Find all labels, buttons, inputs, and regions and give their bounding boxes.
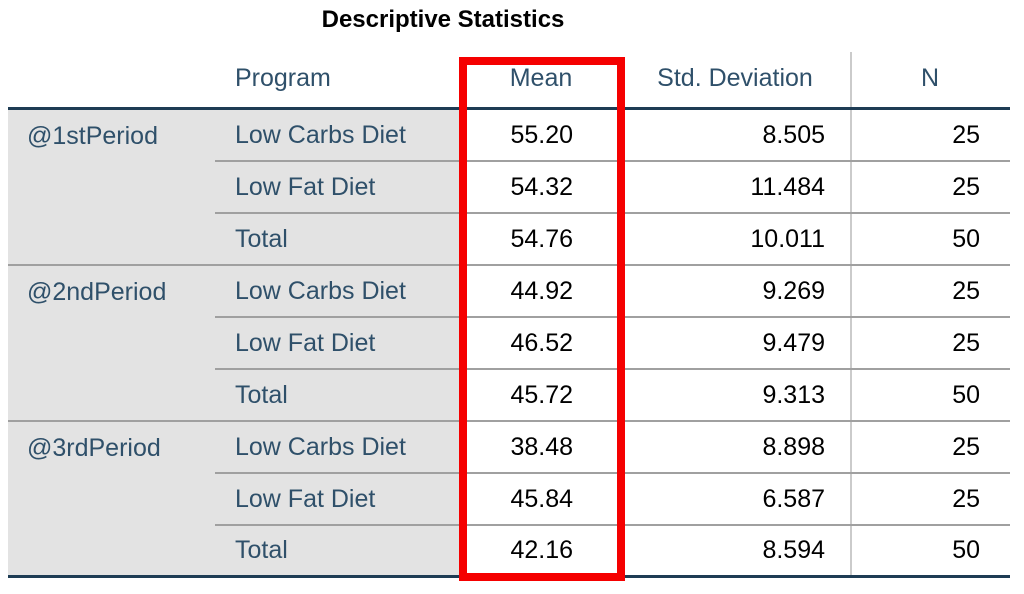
cell-n: 25: [850, 474, 1010, 526]
cell-mean: 46.52: [462, 318, 620, 370]
cell-std-deviation: 9.313: [620, 370, 850, 422]
cell-mean: 45.84: [462, 474, 620, 526]
cell-std-deviation: 9.479: [620, 318, 850, 370]
cell-program: Low Carbs Diet: [215, 110, 462, 162]
cell-program: Total: [215, 370, 462, 422]
column-divider: [850, 52, 852, 578]
row-group-label-2nd-period: @2ndPeriod: [8, 266, 215, 422]
cell-std-deviation: 8.505: [620, 110, 850, 162]
cell-n: 50: [850, 526, 1010, 578]
cell-program: Low Carbs Diet: [215, 422, 462, 474]
column-header-mean: Mean: [462, 50, 620, 110]
column-header-n: N: [850, 50, 1010, 110]
cell-n: 25: [850, 162, 1010, 214]
cell-mean: 45.72: [462, 370, 620, 422]
cell-mean: 54.32: [462, 162, 620, 214]
row-group-label-3rd-period: @3rdPeriod: [8, 422, 215, 578]
cell-n: 25: [850, 422, 1010, 474]
cell-n: 50: [850, 214, 1010, 266]
column-header-program: Program: [215, 50, 462, 110]
cell-program: Total: [215, 526, 462, 578]
cell-std-deviation: 8.898: [620, 422, 850, 474]
cell-program: Total: [215, 214, 462, 266]
cell-std-deviation: 6.587: [620, 474, 850, 526]
cell-std-deviation: 11.484: [620, 162, 850, 214]
cell-std-deviation: 8.594: [620, 526, 850, 578]
cell-program: Low Fat Diet: [215, 474, 462, 526]
cell-std-deviation: 10.011: [620, 214, 850, 266]
cell-n: 50: [850, 370, 1010, 422]
cell-mean: 55.20: [462, 110, 620, 162]
cell-n: 25: [850, 318, 1010, 370]
cell-std-deviation: 9.269: [620, 266, 850, 318]
column-header-std-deviation: Std. Deviation: [620, 50, 850, 110]
column-header-stub: [8, 50, 215, 110]
cell-n: 25: [850, 266, 1010, 318]
cell-mean: 44.92: [462, 266, 620, 318]
descriptive-statistics-table: Program Mean Std. Deviation N @1stPeriod…: [8, 50, 1010, 578]
cell-program: Low Fat Diet: [215, 318, 462, 370]
cell-program: Low Fat Diet: [215, 162, 462, 214]
cell-mean: 54.76: [462, 214, 620, 266]
cell-program: Low Carbs Diet: [215, 266, 462, 318]
table-title: Descriptive Statistics: [321, 6, 565, 33]
cell-mean: 42.16: [462, 526, 620, 578]
row-group-label-1st-period: @1stPeriod: [8, 110, 215, 266]
cell-mean: 38.48: [462, 422, 620, 474]
cell-n: 25: [850, 110, 1010, 162]
